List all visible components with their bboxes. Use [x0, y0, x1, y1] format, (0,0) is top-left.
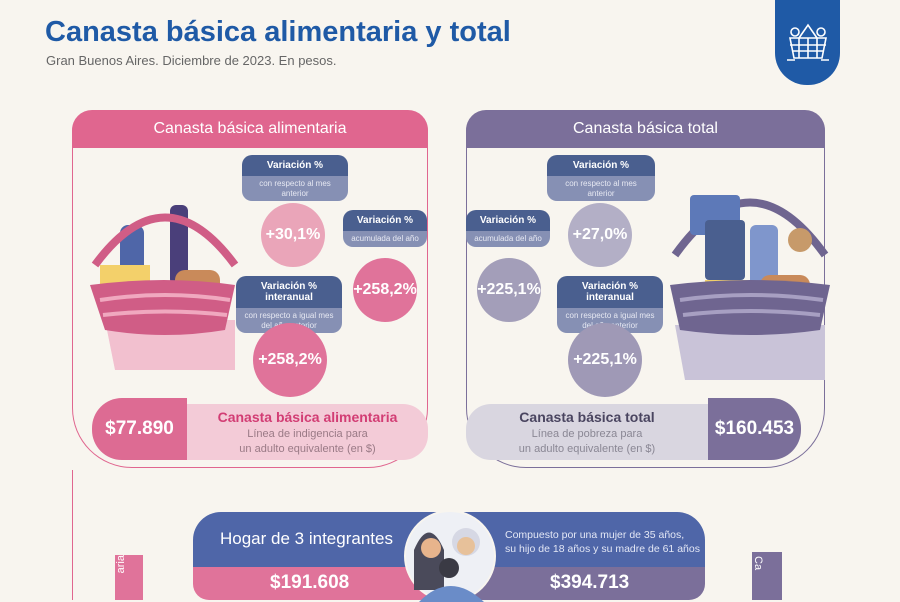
shopping-basket-icon: [786, 23, 829, 61]
price-label-line2: un adulto equivalente (en $): [518, 442, 656, 455]
alimentaria-price-label: Canasta básica alimentaria Línea de indi…: [187, 404, 428, 460]
price-label-line2: un adulto equivalente (en $): [239, 442, 376, 455]
total-header: Canasta básica total: [466, 110, 825, 148]
total-interanual-value: +225,1%: [568, 323, 642, 397]
hogar-desc-line1: Compuesto por una mujer de 35 años,: [505, 529, 685, 541]
alimentaria-acumulada-value: +258,2%: [353, 258, 417, 322]
bubble-title: Variación % interanual: [557, 276, 663, 308]
hogar-description: Compuesto por una mujer de 35 años, su h…: [505, 528, 700, 556]
family-illustration: [404, 510, 496, 602]
hogar-total-strip: [453, 567, 705, 600]
alimentaria-mensual-value: +30,1%: [261, 203, 325, 267]
vertical-label: aria: [115, 555, 127, 574]
alimentaria-header: Canasta básica alimentaria: [72, 110, 428, 148]
price-label-line1: Línea de pobreza para: [531, 428, 643, 441]
alimentaria-interanual-value: +258,2%: [253, 323, 327, 397]
total-acumulada-bubble: Variación % acumulada del año: [466, 210, 550, 247]
total-basket-illustration: [670, 195, 830, 380]
total-acumulada-value: +225,1%: [477, 258, 541, 322]
bubble-title: Variación %: [547, 155, 655, 176]
alimentaria-mensual-bubble: Variación % con respecto al mes anterior: [242, 155, 348, 202]
total-mensual-value: +27,0%: [568, 203, 632, 267]
bubble-title: Variación %: [242, 155, 348, 176]
food-basket-illustration: [90, 205, 239, 370]
alimentaria-frame: [72, 148, 428, 468]
hogar-alimentaria-value: $191.608: [270, 572, 350, 593]
bubble-title: Variación %: [343, 210, 427, 231]
total-vertical-bar: Ca: [752, 552, 782, 600]
bubble-subtitle: acumulada del año: [466, 231, 550, 247]
price-label-line1: Línea de indigencia para: [247, 428, 368, 441]
total-interanual-bubble: Variación % interanual con respecto a ig…: [557, 276, 663, 334]
total-price-label: Canasta básica total Línea de pobreza pa…: [466, 404, 708, 460]
hogar-desc-line2: su hijo de 18 años y su madre de 61 años: [505, 543, 700, 556]
bubble-subtitle: acumulada del año: [343, 231, 427, 247]
alimentaria-interanual-bubble: Variación % interanual con respecto a ig…: [236, 276, 342, 334]
total-mensual-bubble: Variación % con respecto al mes anterior: [547, 155, 655, 202]
frame-line: [72, 470, 74, 600]
bubble-title: Variación % interanual: [236, 276, 342, 308]
alimentaria-acumulada-bubble: Variación % acumulada del año: [343, 210, 427, 247]
bubble-title: Variación %: [466, 210, 550, 231]
total-price: $160.453: [708, 398, 801, 460]
hogar-title: Hogar de 3 integrantes: [220, 529, 393, 548]
bubble-subtitle: con respecto al mes anterior: [242, 176, 348, 202]
alimentaria-price: $77.890: [92, 398, 187, 460]
alimentaria-vertical-bar: aria: [115, 555, 143, 600]
vertical-label: Ca: [752, 556, 764, 571]
page-title: Canasta básica alimentaria y total: [45, 16, 511, 48]
price-label-title: Canasta básica alimentaria: [217, 409, 398, 426]
hogar-total-value: $394.713: [550, 572, 630, 593]
page-subtitle: Gran Buenos Aires. Diciembre de 2023. En…: [46, 53, 337, 68]
price-label-title: Canasta básica total: [519, 409, 655, 426]
logo-badge: [775, 0, 840, 85]
bubble-subtitle: con respecto al mes anterior: [547, 176, 655, 202]
